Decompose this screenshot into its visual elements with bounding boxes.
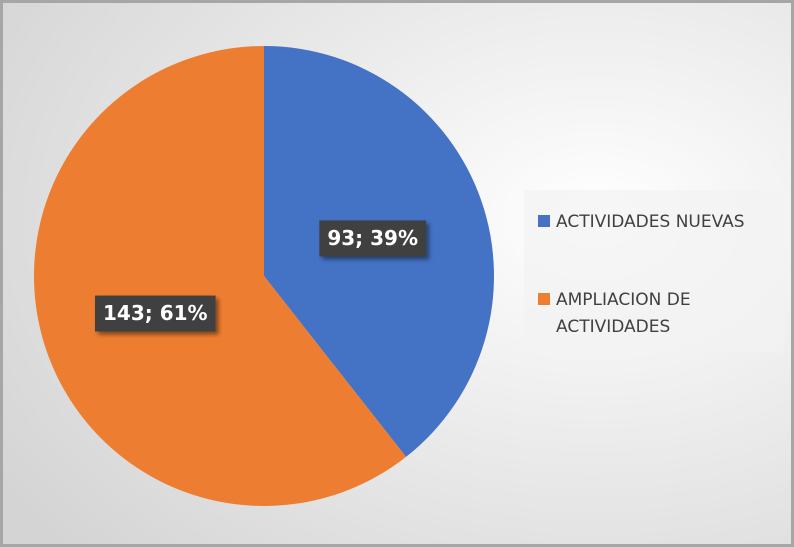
- legend-swatch: [538, 293, 550, 305]
- data-label-box: [95, 295, 216, 332]
- legend-label: AMPLIACION DE ACTIVIDADES: [556, 290, 691, 337]
- data-label-box: [319, 220, 427, 257]
- pie-slice: [33, 46, 407, 506]
- legend-label: ACTIVIDADES NUEVAS: [556, 212, 745, 232]
- data-label: 143; 61%: [103, 301, 208, 325]
- data-label: 93; 39%: [327, 226, 418, 250]
- legend-box: [524, 190, 784, 352]
- legend-swatch: [538, 215, 550, 227]
